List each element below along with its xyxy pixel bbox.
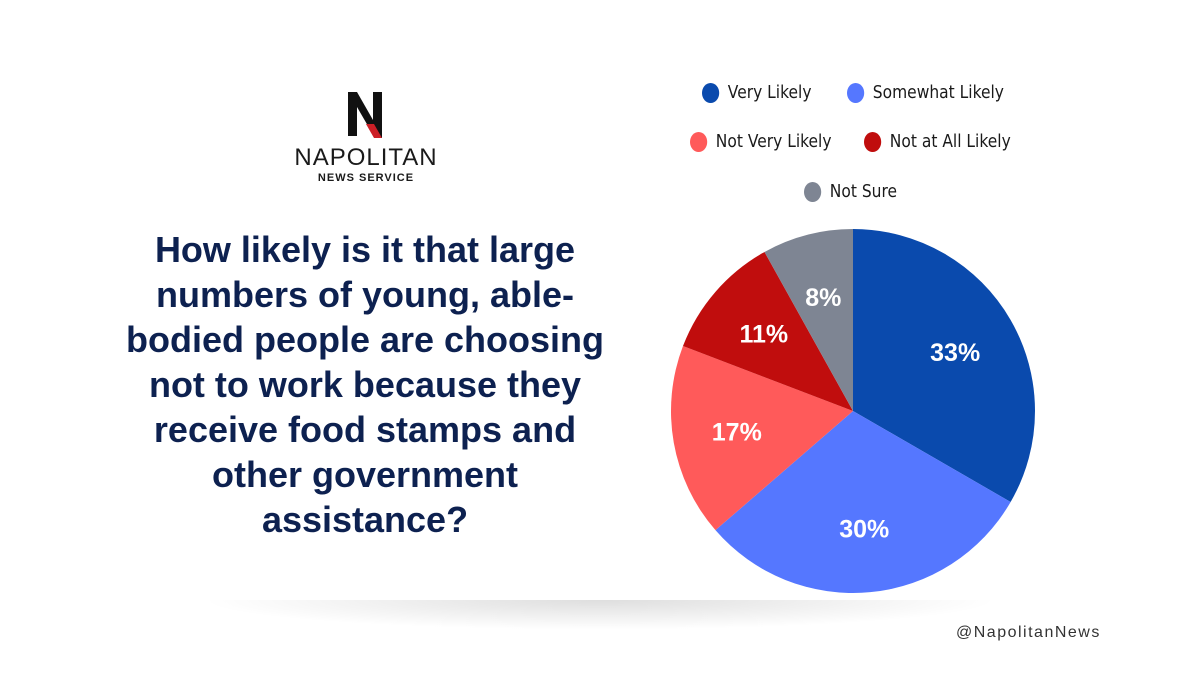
pie-label-not-very-likely: 17% [712,418,762,446]
pie-label-very-likely: 33% [930,339,980,367]
legend-swatch-icon [702,82,720,103]
pie-slice-not-sure [764,229,853,411]
pie-label-not-sure: 8% [805,284,841,312]
pie-slice-not-at-all-likely [682,251,853,411]
legend-swatch-icon [804,181,822,202]
legend-label: Not Very Likely [715,131,832,152]
legend-label: Somewhat Likely [872,82,1004,103]
pie-slice-very-likely [853,229,1036,502]
legend-item-not-at-all-likely: Not at All Likely [864,131,1011,152]
pie-slice-not-very-likely [671,346,853,531]
brand-subtitle: NEWS SERVICE [317,172,415,184]
legend-swatch-icon [690,131,708,152]
legend-label: Not at All Likely [889,131,1011,152]
legend-item-very-likely: Very Likely [702,82,811,103]
pie-label-somewhat-likely: 30% [839,515,889,543]
social-handle: @NapolitanNews [956,624,1101,641]
legend-swatch-icon [847,82,865,103]
legend-item-not-sure: Not Sure [804,181,897,202]
legend-label: Not Sure [829,181,898,202]
poll-question: How likely is it that large numbers of y… [125,229,605,540]
napolitan-n-logo-icon [348,92,382,138]
pie-label-not-at-all-likely: 11% [739,321,788,349]
napolitan-logo: NAPOLITAN NEWS SERVICE [266,90,466,190]
card-shadow [200,600,1000,630]
brand-name: NAPOLITAN [294,144,438,171]
legend-item-somewhat-likely: Somewhat Likely [847,82,1004,103]
legend-label: Very Likely [727,82,812,103]
legend-swatch-icon [864,131,882,152]
pie-slice-somewhat-likely [715,411,1011,593]
legend-item-not-very-likely: Not Very Likely [690,131,832,152]
